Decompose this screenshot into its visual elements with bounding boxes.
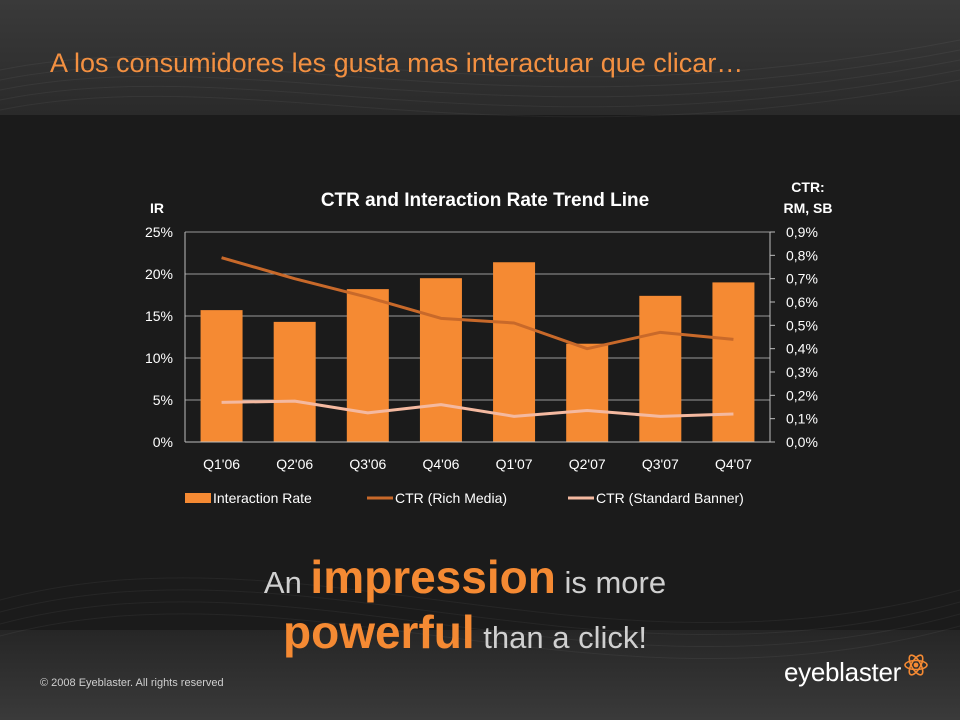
right-tick-label: 0,3% <box>786 364 818 380</box>
legend-swatch-bar <box>185 493 211 503</box>
right-tick-label: 0,5% <box>786 317 818 333</box>
atom-icon <box>904 654 928 676</box>
right-tick-label: 0,9% <box>786 224 818 240</box>
right-tick-label: 0,8% <box>786 247 818 263</box>
left-axis-label: IR <box>150 200 164 216</box>
left-tick-label: 15% <box>145 308 173 324</box>
tagline-line2: powerful than a click! <box>0 605 930 659</box>
bar-interaction-rate <box>419 278 462 442</box>
bar-interaction-rate <box>273 321 316 442</box>
right-tick-label: 0,1% <box>786 411 818 427</box>
x-tick-label: Q3'06 <box>349 456 386 472</box>
tagline-pre: An <box>263 565 311 600</box>
tagline-highlight-powerful: powerful <box>283 606 475 658</box>
tagline-post: is more <box>555 565 667 600</box>
bar-interaction-rate <box>200 310 243 442</box>
line-ctr-rich-media <box>221 256 734 351</box>
right-tick-label: 0,4% <box>786 341 818 357</box>
chart-title: CTR and Interaction Rate Trend Line <box>321 190 649 211</box>
x-tick-label: Q4'06 <box>422 456 459 472</box>
line-ctr-standard-banner <box>221 399 734 418</box>
tagline-post-2: than a click! <box>474 620 647 655</box>
left-tick-label: 5% <box>153 392 173 408</box>
title-band <box>0 0 960 115</box>
legend-label: CTR (Rich Media) <box>395 490 507 506</box>
x-tick-label: Q4'07 <box>715 456 752 472</box>
left-tick-label: 10% <box>145 350 173 366</box>
footer-band <box>0 630 960 720</box>
x-tick-label: Q1'07 <box>496 456 533 472</box>
bar-interaction-rate <box>639 295 682 442</box>
legend-label: Interaction Rate <box>213 490 312 506</box>
bar-interaction-rate <box>493 262 536 442</box>
x-tick-label: Q1'06 <box>203 456 240 472</box>
left-tick-label: 25% <box>145 224 173 240</box>
tagline-highlight-impression: impression <box>310 551 556 603</box>
tagline-line1: An impression is more <box>0 550 930 604</box>
bar-interaction-rate <box>346 289 389 442</box>
right-tick-label: 0,6% <box>786 294 818 310</box>
x-tick-label: Q2'07 <box>569 456 606 472</box>
right-tick-label: 0,2% <box>786 387 818 403</box>
left-tick-label: 0% <box>153 434 173 450</box>
left-tick-label: 20% <box>145 266 173 282</box>
bar-interaction-rate <box>566 343 609 442</box>
right-axis-label-line1: CTR: <box>791 179 824 195</box>
bar-interaction-rate <box>712 282 755 442</box>
eyeblaster-logo: eyeblaster <box>784 652 929 692</box>
copyright-text: © 2008 Eyeblaster. All rights reserved <box>40 677 224 689</box>
logo-text: eyeblaster <box>784 656 901 687</box>
legend-label: CTR (Standard Banner) <box>596 490 744 506</box>
x-tick-label: Q2'06 <box>276 456 313 472</box>
right-axis-label-line2: RM, SB <box>784 200 833 216</box>
right-tick-label: 0,7% <box>786 271 818 287</box>
right-tick-label: 0,0% <box>786 434 818 450</box>
slide-title: A los consumidores les gusta mas interac… <box>50 48 744 78</box>
x-tick-label: Q3'07 <box>642 456 679 472</box>
